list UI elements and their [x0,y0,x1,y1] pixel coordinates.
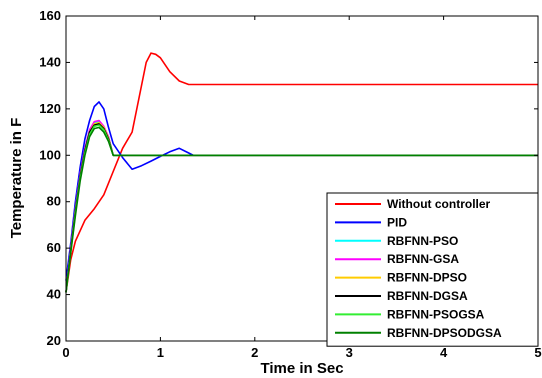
y-tick-label: 120 [39,101,61,116]
legend-box [326,192,539,347]
series-line-without-controller [65,52,538,293]
x-tick-label: 0 [62,345,69,360]
y-axis-ticks: 20 40 60 80 100 120 140 160 [39,8,538,348]
x-tick-label: 2 [251,345,258,360]
x-tick-label: 4 [440,345,448,360]
series-line-pid [65,101,538,281]
legend-label: PID [387,215,407,229]
y-axis-label: Temperature in F [8,118,25,239]
y-tick-label: 60 [47,240,61,255]
series-line-rbfnn-dpsodgsa [65,126,538,293]
legend-label: RBFNN-PSO [387,234,458,248]
x-axis-label: Time in Sec [260,360,343,377]
legend-label: RBFNN-DGSA [387,289,468,303]
series-lines [65,52,538,293]
legend-label: RBFNN-GSA [387,252,459,266]
y-tick-label: 160 [39,8,61,23]
plot-area-border [65,15,539,342]
y-tick-label: 100 [39,147,61,162]
y-tick-label: 40 [47,287,61,302]
legend-label: RBFNN-DPSO [387,271,467,285]
x-tick-label: 3 [346,345,353,360]
x-tick-label: 5 [534,345,541,360]
x-tick-label: 1 [157,345,164,360]
legend-label: RBFNN-DPSODGSA [387,326,502,340]
y-tick-label: 20 [47,333,61,348]
legend: Without controller PID RBFNN-PSO RBFNN-GSA R… [326,192,539,347]
y-tick-label: 140 [39,54,61,69]
legend-label: Without controller [387,197,491,211]
y-tick-label: 80 [47,194,61,209]
legend-label: RBFNN-PSOGSA [387,307,485,321]
